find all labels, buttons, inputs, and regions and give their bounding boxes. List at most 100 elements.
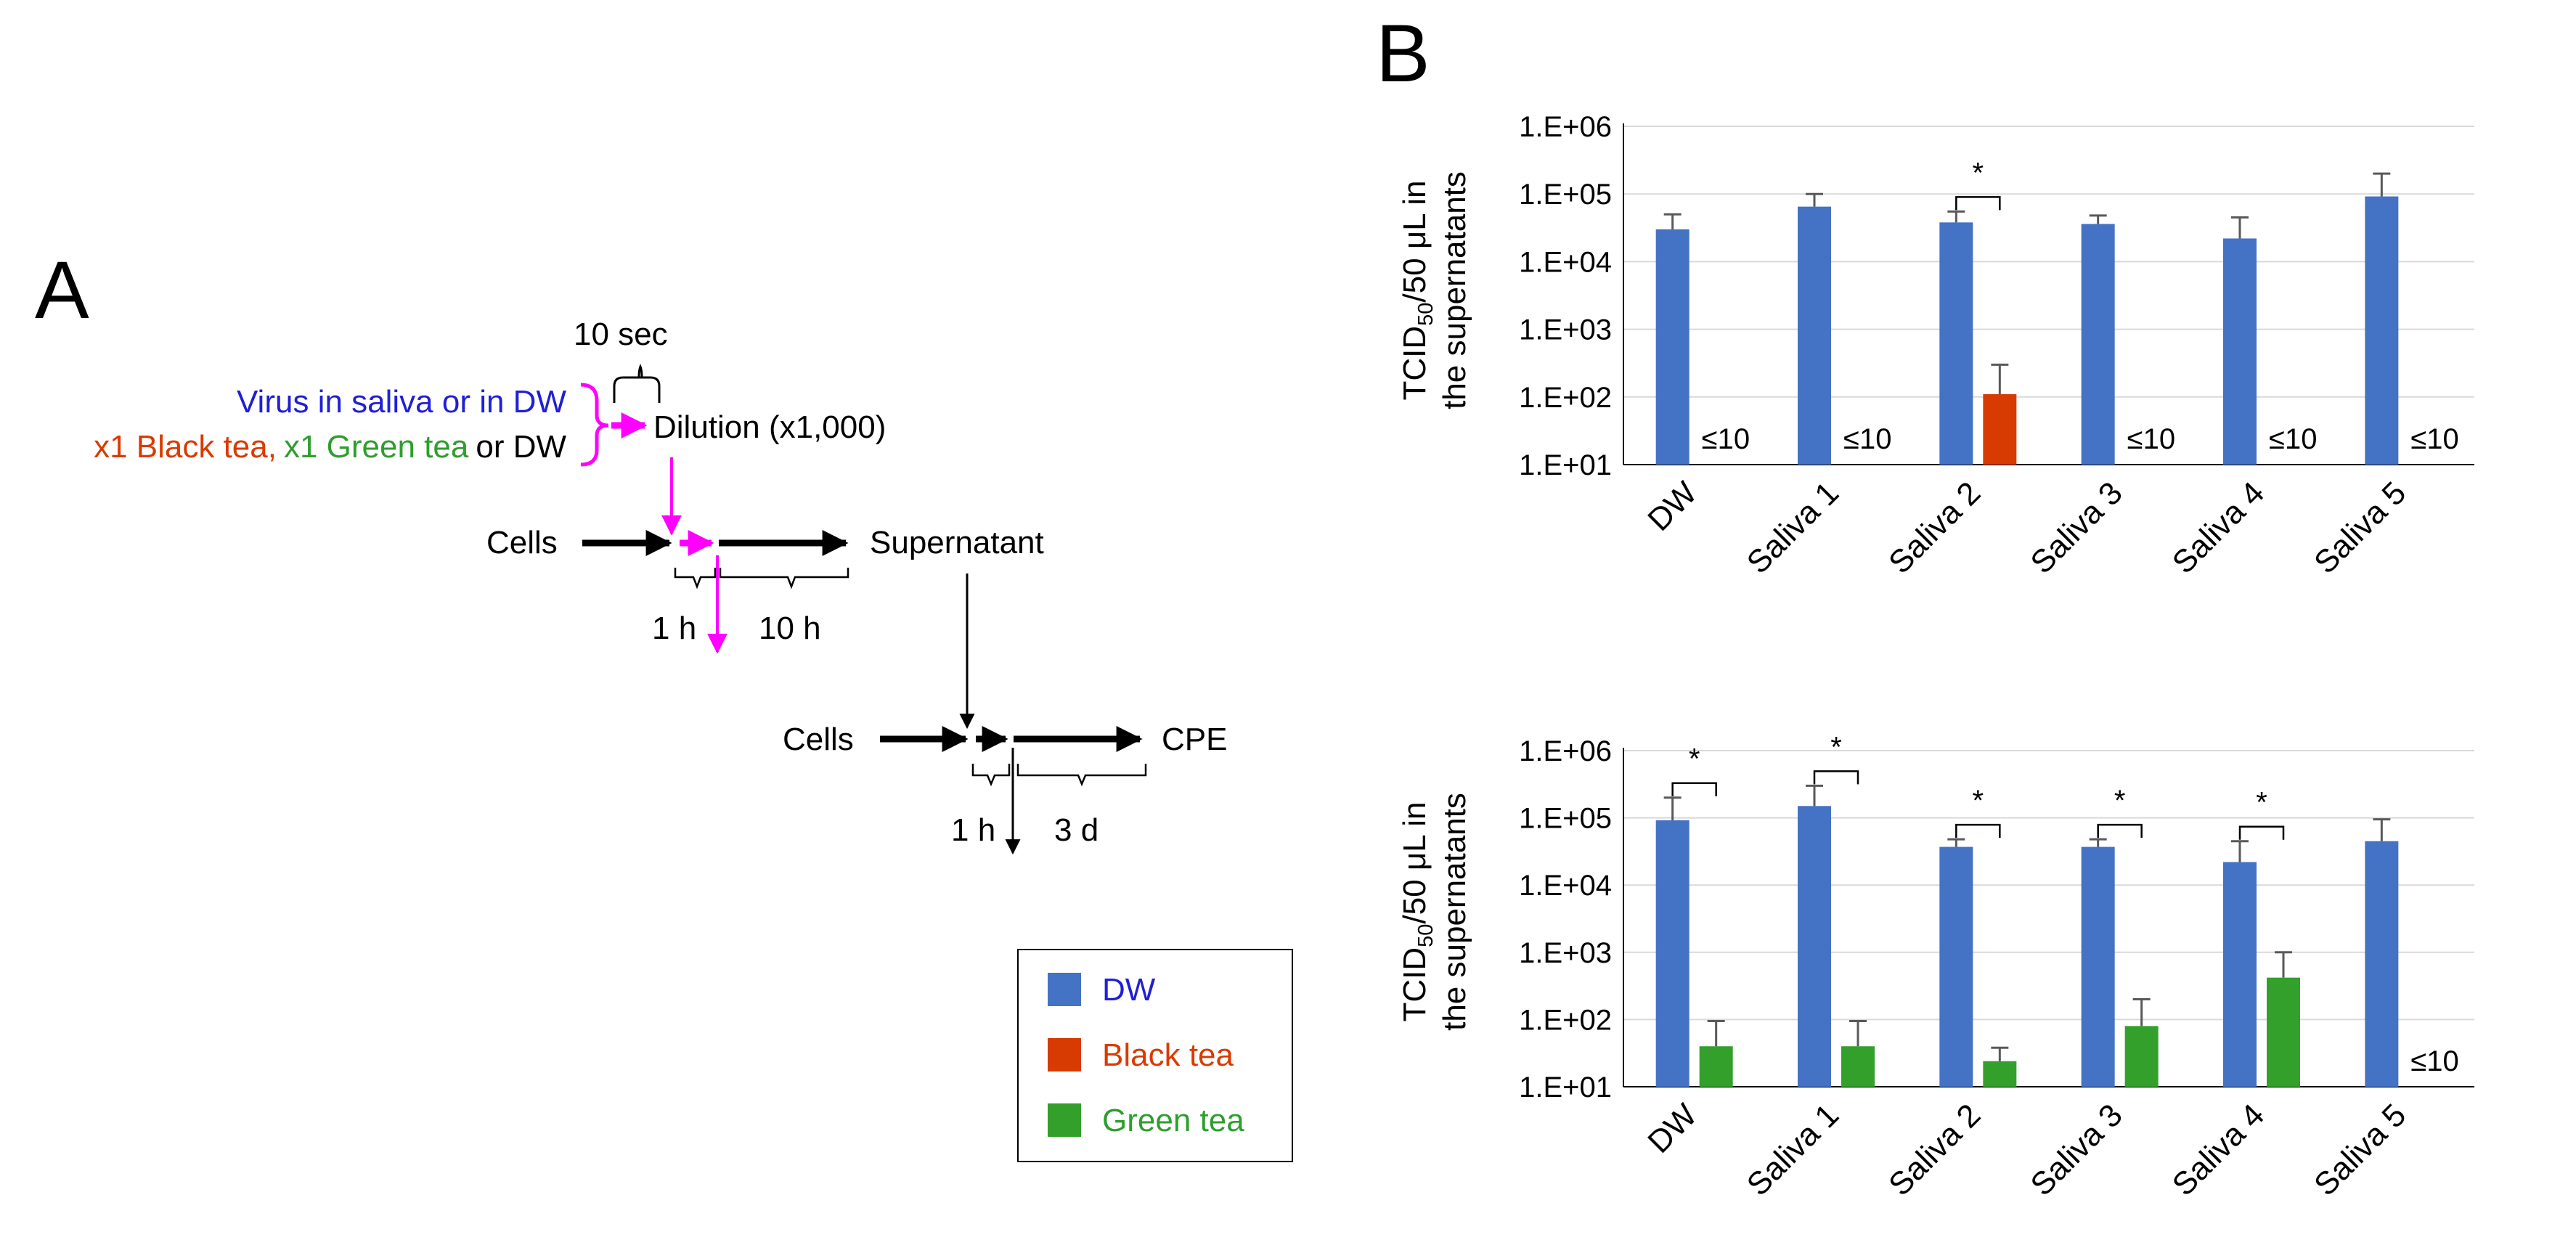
- chart-bottom-significance-bracket: [1813, 770, 1859, 785]
- dilution-label: Dilution (x1,000): [653, 409, 886, 445]
- legend-label-dw: DW: [1102, 972, 1156, 1008]
- one-h-bracket-2: [971, 764, 1011, 787]
- chart-bottom-bar: [1939, 846, 1973, 1087]
- panel-a: A 10 sec Virus in saliva or in DW x1 Bla…: [35, 245, 1227, 855]
- one-h-label-2: 1 h: [951, 812, 995, 848]
- three-d-label: 3 d: [1054, 812, 1099, 848]
- ten-sec-bracket: [613, 376, 639, 403]
- chart-top-category-label: Saliva 5: [2307, 475, 2413, 580]
- chart-top-ylabel-rest: /50 μL in: [1397, 181, 1432, 303]
- chart-top: TCID50/50 μL in the supernatants 1.E+01 1…: [1397, 111, 2474, 581]
- chart-top-bar: [2081, 224, 2115, 465]
- legend: DW Black tea Green tea: [1017, 949, 1293, 1162]
- chart-bottom-ytick-label: 1.E+04: [1519, 870, 1612, 902]
- chart-bottom-significance-bracket: [2097, 823, 2143, 838]
- legend-swatch-black-tea: [1048, 1038, 1081, 1071]
- chart-bottom-bar: [1699, 1046, 1733, 1087]
- chart-bottom-significance-mark: *: [1830, 731, 1842, 763]
- chart-top-below-limit-label: ≤10: [2410, 423, 2458, 455]
- chart-bottom-ytick-label: 1.E+03: [1519, 937, 1612, 969]
- cpe-label: CPE: [1162, 722, 1227, 757]
- chart-top-ytick-label: 1.E+02: [1519, 382, 1612, 414]
- supernatant-label: Supernatant: [870, 525, 1044, 560]
- three-d-bracket: [1016, 764, 1147, 787]
- chart-top-bar: [1798, 206, 1831, 465]
- chart-bottom-category-label: Saliva 3: [2023, 1097, 2129, 1202]
- green-tea-text: x1 Green tea: [284, 429, 469, 465]
- chart-top-category-label: Saliva 3: [2023, 475, 2129, 580]
- chart-top-below-limit-label: ≤10: [1702, 423, 1750, 455]
- chart-bottom-ytick-label: 1.E+05: [1519, 803, 1612, 835]
- chart-bottom-bar: [2124, 1026, 2159, 1087]
- chart-top-bar: [1655, 229, 1690, 465]
- legend-swatch-dw: [1048, 973, 1081, 1006]
- one-h-bracket-1: [674, 568, 717, 589]
- chart-top-bar: [2223, 238, 2257, 465]
- chart-top-ytick-label: 1.E+03: [1519, 314, 1612, 346]
- chart-top-bar: [1983, 393, 2017, 465]
- chart-top-significance-mark: *: [1973, 157, 1984, 189]
- chart-top-ytick-label: 1.E+05: [1519, 179, 1612, 211]
- chart-bottom-category-label: Saliva 2: [1882, 1097, 1987, 1202]
- panel-b-label: B: [1376, 8, 1430, 99]
- chart-top-bar: [2365, 196, 2399, 465]
- ten-sec-label: 10 sec: [574, 317, 668, 352]
- one-h-label-1: 1 h: [652, 611, 696, 646]
- treatment-line: x1 Black tea, x1 Green tea or DW: [94, 429, 566, 465]
- chart-top-ylabel-line2: the supernatants: [1437, 171, 1472, 409]
- chart-bottom-ylabel-main: TCID: [1397, 947, 1432, 1022]
- chart-bottom-significance-bracket: [2238, 825, 2285, 840]
- chart-bottom-category-label: Saliva 4: [2166, 1097, 2271, 1202]
- chart-bottom-significance-mark: *: [2114, 785, 2126, 817]
- chart-bottom: TCID50/50 μL in the supernatants 1.E+01 1…: [1397, 731, 2474, 1203]
- chart-bottom-category-label: DW: [1641, 1097, 1704, 1160]
- chart-bottom-bar: [2267, 977, 2300, 1087]
- chart-top-category-label: Saliva 2: [1882, 475, 1987, 580]
- chart-top-significance-bracket: [1955, 196, 2001, 211]
- legend-label-green-tea: Green tea: [1102, 1103, 1244, 1138]
- chart-bottom-significance-mark: *: [1973, 785, 1984, 817]
- chart-bottom-bar: [1655, 820, 1690, 1087]
- chart-bottom-category-label: Saliva 5: [2307, 1097, 2413, 1202]
- chart-bottom-category-label: Saliva 1: [1740, 1097, 1846, 1202]
- chart-bottom-ylabel-line1: TCID50/50 μL in: [1397, 802, 1438, 1022]
- chart-top-below-limit-label: ≤10: [2269, 423, 2317, 455]
- chart-bottom-ylabel-rest: /50 μL in: [1397, 802, 1432, 924]
- chart-top-category-label: DW: [1641, 475, 1704, 538]
- legend-label-black-tea: Black tea: [1102, 1037, 1234, 1073]
- chart-top-ylabel-line1: TCID50/50 μL in: [1397, 181, 1438, 401]
- legend-swatch-green-tea: [1048, 1103, 1081, 1137]
- chart-bottom-significance-mark: *: [1689, 743, 1700, 775]
- chart-top-ytick-label: 1.E+06: [1519, 111, 1612, 143]
- chart-bottom-bar: [1983, 1061, 2017, 1087]
- chart-bottom-ytick-label: 1.E+02: [1519, 1004, 1612, 1036]
- ten-h-label: 10 h: [759, 611, 821, 646]
- chart-top-ylabel-sub: 50: [1414, 303, 1438, 326]
- chart-bottom-bar: [1841, 1046, 1875, 1087]
- chart-top-category-label: Saliva 1: [1740, 475, 1846, 580]
- ten-h-bracket: [719, 568, 849, 589]
- chart-top-ytick-label: 1.E+04: [1519, 246, 1612, 278]
- cells-2-label: Cells: [783, 722, 854, 757]
- chart-bottom-below-limit-label: ≤10: [2410, 1045, 2458, 1077]
- chart-bottom-bar: [2223, 862, 2257, 1087]
- chart-bottom-ytick-label: 1.E+01: [1519, 1071, 1612, 1103]
- cells-1-label: Cells: [486, 525, 558, 560]
- chart-top-below-limit-label: ≤10: [2127, 423, 2175, 455]
- mix-brace: [580, 383, 609, 467]
- chart-top-category-label: Saliva 4: [2166, 475, 2271, 580]
- black-tea-text: x1 Black tea,: [94, 429, 277, 465]
- chart-bottom-significance-bracket: [1671, 782, 1717, 796]
- virus-line: Virus in saliva or in DW: [237, 384, 566, 420]
- chart-bottom-ylabel-line2: the supernatants: [1437, 793, 1472, 1031]
- or-dw-text: or DW: [476, 429, 566, 465]
- chart-bottom-ylabel-sub: 50: [1414, 924, 1438, 947]
- chart-top-below-limit-label: ≤10: [1843, 423, 1891, 455]
- chart-bottom-bar: [2365, 841, 2399, 1087]
- chart-top-ytick-label: 1.E+01: [1519, 449, 1612, 481]
- chart-top-ylabel-main: TCID: [1397, 326, 1432, 401]
- chart-bottom-bar: [1798, 806, 1831, 1087]
- chart-bottom-significance-mark: *: [2256, 787, 2267, 819]
- chart-bottom-bar: [2081, 846, 2115, 1087]
